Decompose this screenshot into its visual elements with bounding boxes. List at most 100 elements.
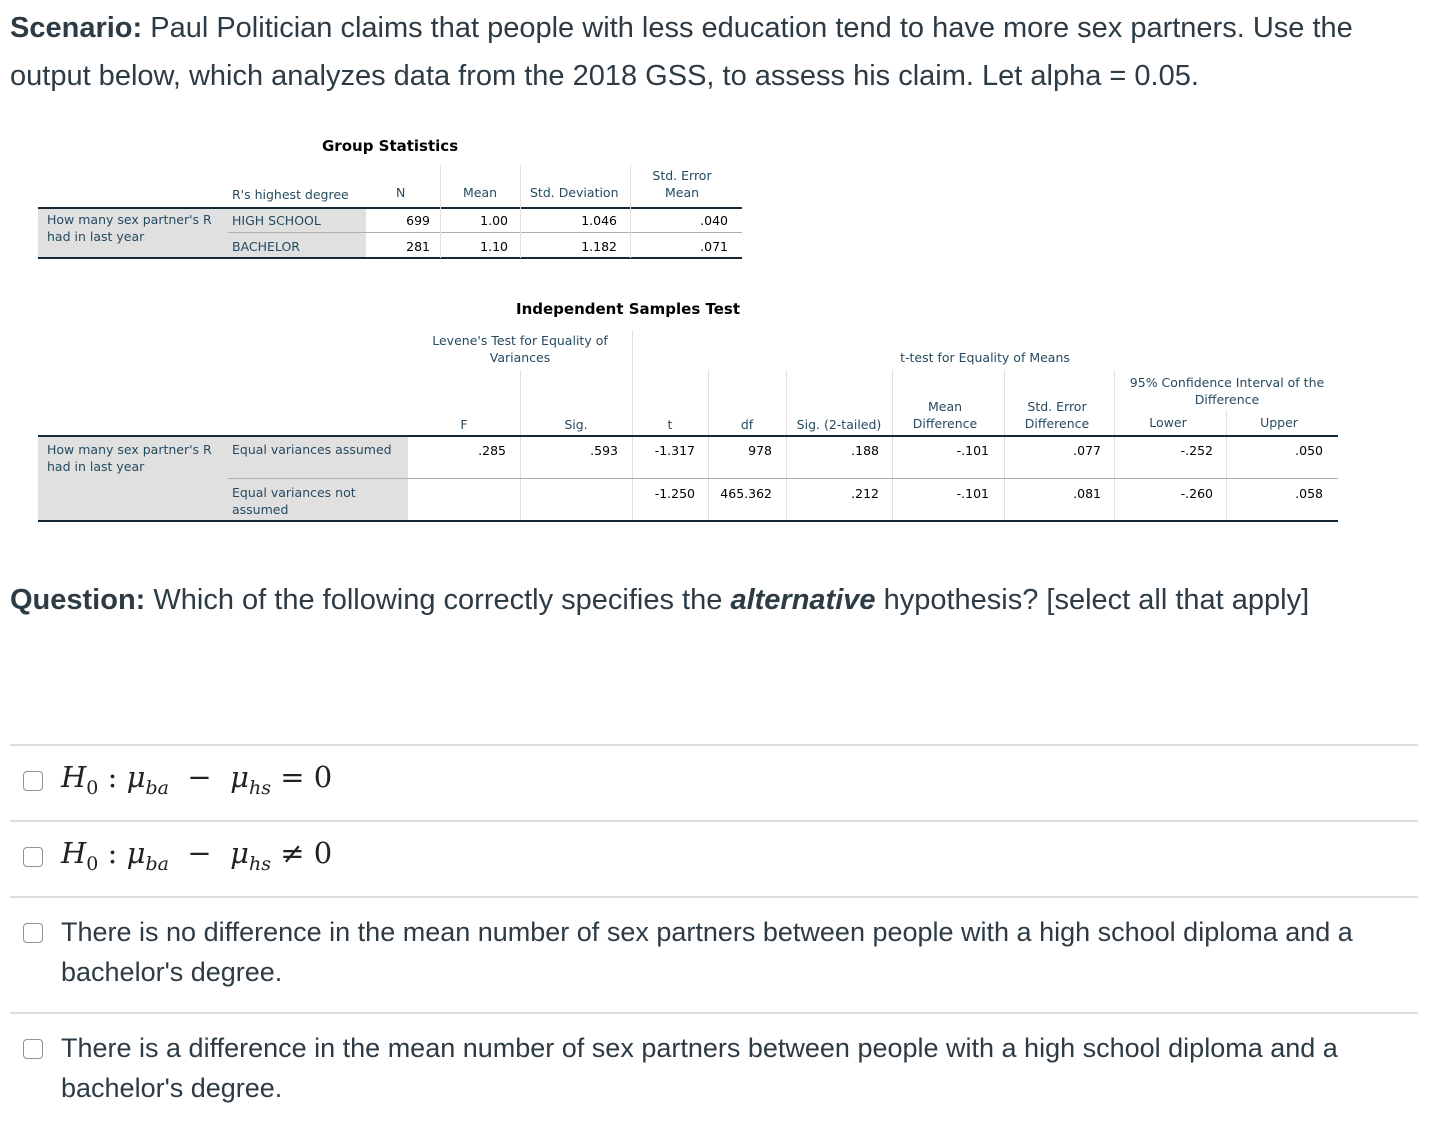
option-divider (10, 820, 1418, 822)
col-divider (520, 370, 521, 522)
row-rule (228, 478, 1338, 479)
col-header-mean: Mean (463, 185, 498, 200)
question-label: Question: (10, 584, 146, 616)
col-header-f: F (460, 417, 468, 432)
mu-subscript-hs: hs (249, 852, 272, 875)
md-assumed: -.101 (956, 443, 989, 458)
lower-assumed: -.252 (1180, 443, 1213, 458)
question-body-start: Which of the following correctly specifi… (153, 584, 723, 616)
n-bachelor: 281 (406, 239, 430, 254)
mu-subscript-ba: ba (145, 852, 169, 875)
col-header-sig: Sig. (564, 417, 588, 432)
option-4-text: There is a difference in the mean number… (61, 1033, 1338, 1103)
col-header-df: df (740, 417, 754, 432)
mean-bachelor: 1.10 (480, 239, 508, 254)
col-header-mean-diff: Mean Difference (912, 399, 978, 431)
h-symbol: H (61, 760, 87, 794)
col-divider (1226, 410, 1227, 522)
independent-samples-title: Independent Samples Test (516, 300, 741, 318)
col-divider (630, 165, 631, 258)
mu-subscript-ba: ba (145, 776, 169, 799)
checkbox-option-1[interactable] (23, 771, 43, 791)
group-bachelor: BACHELOR (232, 239, 300, 254)
lower-not-assumed: -.260 (1180, 486, 1213, 501)
t-not-assumed: -1.250 (654, 486, 695, 501)
row-header-shade (38, 208, 366, 258)
question-emphasis: alternative (730, 584, 876, 616)
relation: = 0 (280, 760, 333, 794)
n-high-school: 699 (406, 213, 430, 228)
bottom-rule (38, 520, 1338, 522)
col-header-lower: Lower (1149, 415, 1187, 430)
sd-high-school: 1.046 (581, 213, 617, 228)
sig2-assumed: .188 (851, 443, 879, 458)
md-not-assumed: -.101 (956, 486, 989, 501)
row-equal-not-assumed-label: Equal variances not assumed (232, 485, 356, 517)
mu-symbol: μ (230, 760, 250, 794)
col-divider (786, 370, 787, 522)
colon: : (107, 836, 118, 870)
group-statistics-title: Group Statistics (322, 137, 459, 155)
header-rule (38, 207, 742, 209)
levene-sig: .593 (590, 443, 618, 458)
checkbox-option-2[interactable] (23, 847, 43, 867)
option-divider (10, 896, 1418, 898)
df-not-assumed: 465.362 (720, 486, 772, 501)
checkbox-option-4[interactable] (23, 1039, 43, 1059)
sed-assumed: .077 (1073, 443, 1101, 458)
col-header-t: t (667, 417, 673, 432)
row-label: How many sex partner's R had in last yea… (47, 442, 212, 474)
upper-assumed: .050 (1295, 443, 1323, 458)
col-header-sd: Std. Deviation (530, 185, 619, 200)
upper-not-assumed: .058 (1295, 486, 1323, 501)
scenario-label: Scenario: (10, 12, 143, 44)
scenario-text: Scenario: Paul Politician claims that pe… (10, 4, 1430, 100)
f-value: .285 (478, 443, 506, 458)
option-divider (10, 1012, 1418, 1014)
col-header-se-diff: Std. Error Difference (1024, 399, 1090, 431)
col-divider (520, 165, 521, 258)
h-symbol: H (61, 836, 87, 870)
group-high-school: HIGH SCHOOL (232, 213, 321, 228)
col-divider (708, 370, 709, 522)
h-subscript: 0 (86, 852, 99, 875)
col-divider (1114, 370, 1115, 522)
option-1-formula: H0 : μba − μhs = 0 (61, 760, 332, 799)
col-header-n: N (396, 185, 406, 200)
bottom-rule (38, 257, 742, 259)
row-rule (228, 232, 742, 233)
minus-sign: − (187, 760, 212, 794)
question-body-end: hypothesis? [select all that apply] (883, 584, 1310, 616)
df-assumed: 978 (748, 443, 772, 458)
mu-symbol: μ (126, 836, 146, 870)
ci-header: 95% Confidence Interval of the Differenc… (1129, 375, 1325, 407)
se-high-school: .040 (700, 213, 728, 228)
checkbox-option-3[interactable] (23, 923, 43, 943)
col-divider (632, 330, 633, 522)
col-header-degree: R's highest degree (232, 187, 349, 202)
header-rule (38, 435, 1338, 437)
relation: ≠ 0 (280, 836, 333, 870)
mu-symbol: μ (126, 760, 146, 794)
sed-not-assumed: .081 (1073, 486, 1101, 501)
col-header-se: Std. Error Mean (652, 168, 712, 200)
mu-subscript-hs: hs (249, 776, 272, 799)
t-assumed: -1.317 (654, 443, 695, 458)
ttest-header: t-test for Equality of Means (900, 350, 1070, 365)
col-divider (1004, 370, 1005, 522)
minus-sign: − (187, 836, 212, 870)
question-text: Question: Which of the following correct… (10, 577, 1430, 624)
col-divider (892, 370, 893, 522)
row-label: How many sex partner's R had in last yea… (47, 212, 212, 244)
scenario-body: Paul Politician claims that people with … (10, 12, 1353, 92)
sig2-not-assumed: .212 (851, 486, 879, 501)
sd-bachelor: 1.182 (581, 239, 617, 254)
option-2-formula: H0 : μba − μhs ≠ 0 (61, 836, 332, 875)
se-bachelor: .071 (700, 239, 728, 254)
col-header-upper: Upper (1260, 415, 1298, 430)
col-divider (440, 165, 441, 258)
option-3-text: There is no difference in the mean numbe… (61, 917, 1353, 987)
colon: : (107, 760, 118, 794)
h-subscript: 0 (86, 776, 99, 799)
option-divider (10, 744, 1418, 746)
